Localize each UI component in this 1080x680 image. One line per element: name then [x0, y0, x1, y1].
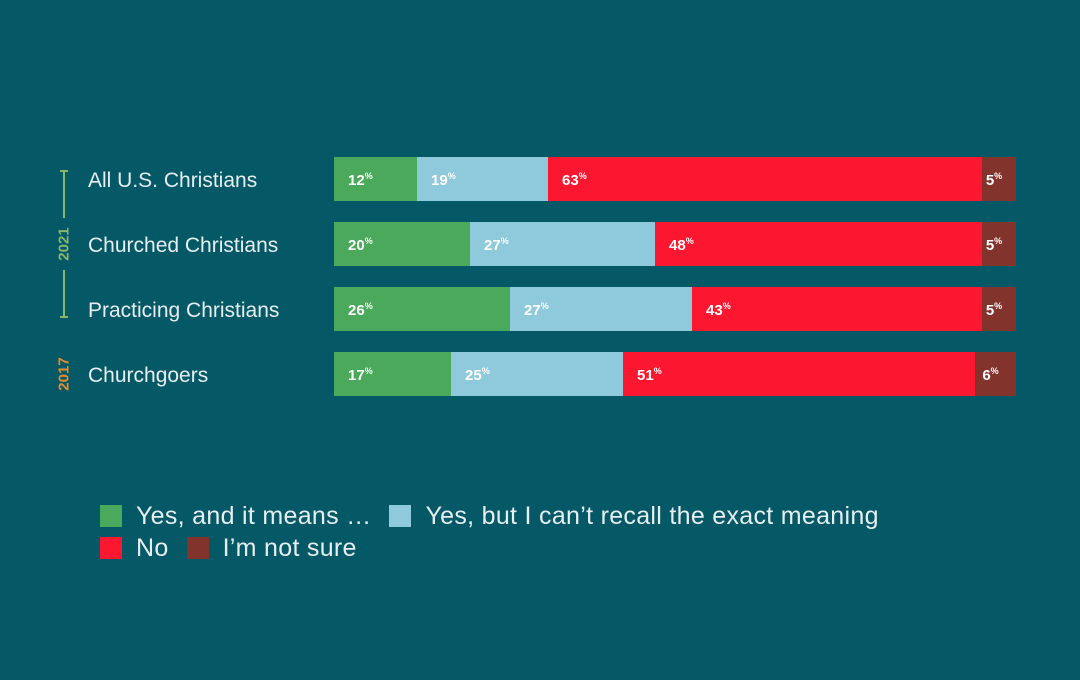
value-label-practicing-christians-no: 43%: [706, 301, 731, 319]
legend-row-2: No I’m not sure: [100, 532, 1000, 564]
bar-practicing-christians-i-m-not-sure: [982, 287, 1016, 331]
bar-practicing-christians-yes-and-it-means: [334, 287, 510, 331]
bar-churchgoers-no: [623, 352, 975, 396]
value-label-churched-christians-yes-but-i-can-t-recall-the-exact-meaning: 27%: [484, 236, 509, 254]
legend: Yes, and it means … Yes, but I can’t rec…: [100, 500, 1000, 564]
legend-swatch-yes-cant-recall: [389, 505, 412, 527]
legend-label-yes-means: Yes, and it means …: [136, 501, 372, 530]
category-label-churchgoers: Churchgoers: [88, 364, 208, 387]
bar-churched-christians-yes-but-i-can-t-recall-the-exact-meaning: [470, 222, 655, 266]
legend-item-no: No: [100, 534, 169, 563]
bar-churched-christians-yes-and-it-means: [334, 222, 470, 266]
category-labels: All U.S. Christians Churched Christians Pr…: [88, 169, 279, 387]
value-label-churchgoers-yes-and-it-means: 17%: [348, 366, 373, 384]
value-label-churchgoers-no: 51%: [637, 366, 662, 384]
legend-swatch-no: [100, 537, 122, 559]
value-label-practicing-christians-yes-and-it-means: 26%: [348, 301, 373, 319]
bar-churchgoers-yes-but-i-can-t-recall-the-exact-meaning: [451, 352, 623, 396]
category-label-practicing-christians: Practicing Christians: [88, 299, 279, 322]
legend-row-1: Yes, and it means … Yes, but I can’t rec…: [100, 500, 1000, 532]
legend-item-yes-means: Yes, and it means …: [100, 502, 371, 531]
bar-churchgoers-yes-and-it-means: [334, 352, 451, 396]
legend-item-not-sure: I’m not sure: [186, 533, 357, 563]
category-label-churched-christians: Churched Christians: [88, 234, 278, 257]
bar-all-u-s-christians-no: [548, 157, 982, 201]
bar-churched-christians-no: [655, 222, 982, 266]
value-label-all-u-s-christians-no: 63%: [562, 171, 587, 189]
value-label-practicing-christians-yes-but-i-can-t-recall-the-exact-meaning: 27%: [524, 301, 549, 319]
value-label-all-u-s-christians-i-m-not-sure: 5%: [986, 171, 1002, 189]
bar-churched-christians-i-m-not-sure: [982, 222, 1016, 266]
bar-churchgoers-i-m-not-sure: [975, 352, 1016, 396]
bar-all-u-s-christians-i-m-not-sure: [982, 157, 1016, 201]
value-label-all-u-s-christians-yes-and-it-means: 12%: [348, 171, 373, 189]
bar-all-u-s-christians-yes-and-it-means: [334, 157, 417, 201]
legend-label-no: No: [136, 533, 169, 562]
value-labels: 12% 19% 63% 5% 20% 27% 48% 5% 26% 27% 43% 5% 17% 25% 5…: [348, 171, 1002, 384]
category-label-all-u-s-christians: All U.S. Christians: [88, 169, 257, 192]
value-label-churched-christians-no: 48%: [669, 236, 694, 254]
value-label-practicing-christians-i-m-not-sure: 5%: [986, 301, 1002, 319]
value-label-churchgoers-i-m-not-sure: 6%: [982, 366, 998, 384]
year-2017-label: 2017: [56, 357, 73, 390]
legend-swatch-not-sure: [186, 537, 209, 559]
legend-label-yes-cant-recall: Yes, but I can’t recall the exact meanin…: [425, 501, 879, 530]
value-label-churchgoers-yes-but-i-can-t-recall-the-exact-meaning: 25%: [465, 366, 490, 384]
value-label-churched-christians-i-m-not-sure: 5%: [986, 236, 1002, 254]
bar-practicing-christians-no: [692, 287, 982, 331]
legend-item-yes-cant-recall: Yes, but I can’t recall the exact meanin…: [389, 502, 878, 531]
year-2021-label: 2021: [56, 227, 73, 260]
year-brackets: 2021 2017: [56, 170, 73, 391]
bars: [334, 157, 1016, 396]
bar-all-u-s-christians-yes-but-i-can-t-recall-the-exact-meaning: [417, 157, 548, 201]
value-label-all-u-s-christians-yes-but-i-can-t-recall-the-exact-meaning: 19%: [431, 171, 456, 189]
legend-swatch-yes-means: [100, 505, 122, 527]
value-label-churched-christians-yes-and-it-means: 20%: [348, 236, 373, 254]
bar-practicing-christians-yes-but-i-can-t-recall-the-exact-meaning: [510, 287, 692, 331]
legend-label-not-sure: I’m not sure: [222, 533, 357, 562]
